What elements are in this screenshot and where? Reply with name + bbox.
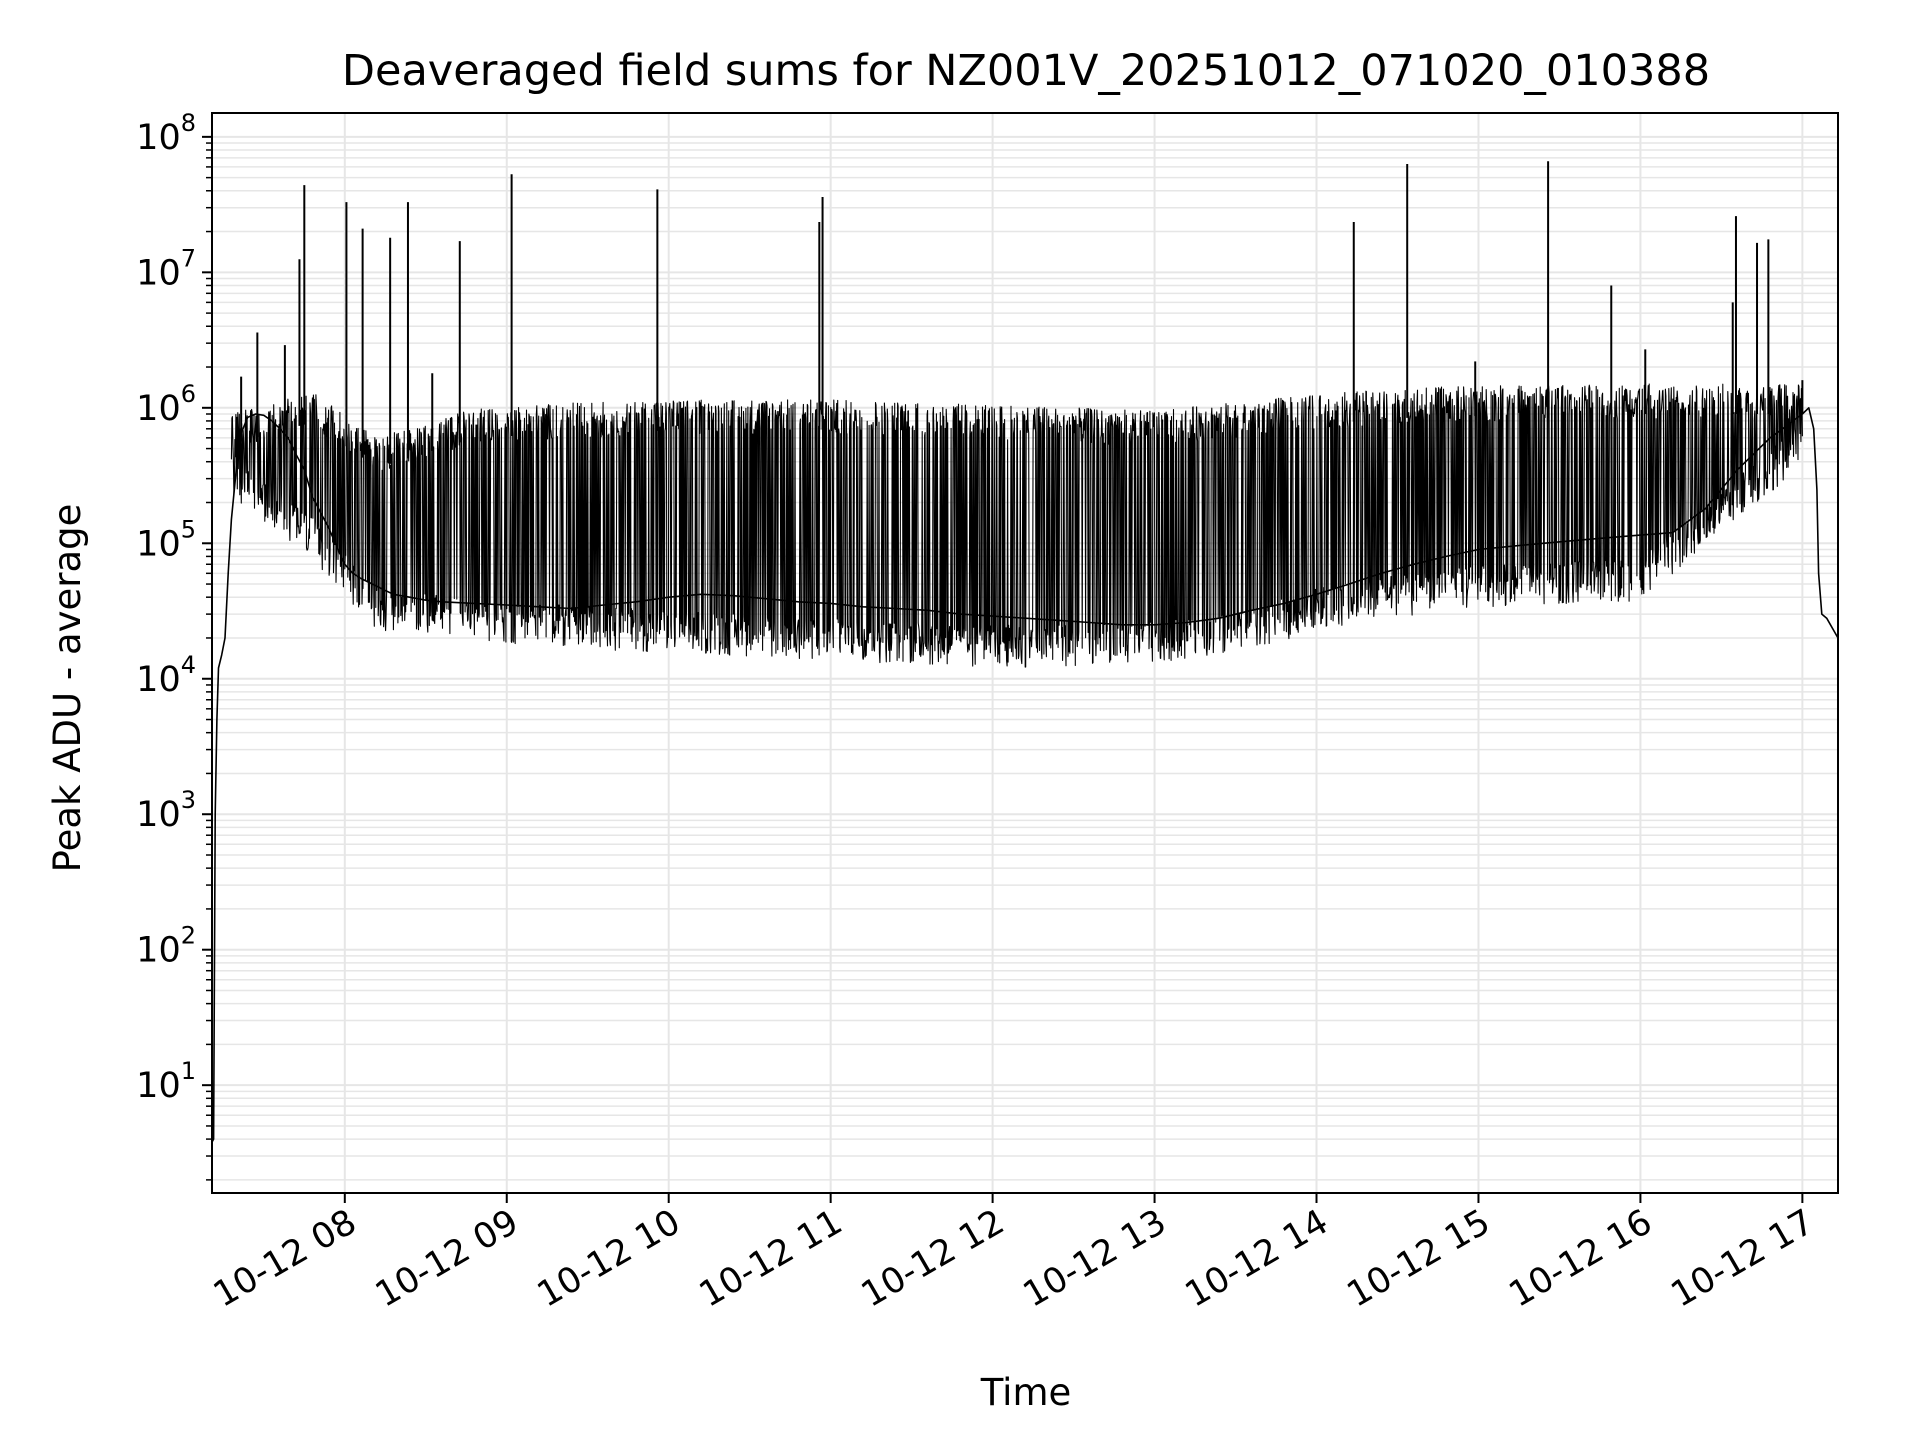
y-tick-label: 103 xyxy=(136,786,196,835)
y-tick-exponent: 8 xyxy=(181,109,196,137)
y-tick-base: 10 xyxy=(136,1066,181,1106)
y-tick-label: 108 xyxy=(136,109,196,158)
y-tick-exponent: 4 xyxy=(181,651,196,679)
y-tick-base: 10 xyxy=(136,389,181,429)
series-baseline xyxy=(211,407,1839,1143)
y-tick-label: 104 xyxy=(136,651,196,700)
y-tick-exponent: 3 xyxy=(181,786,196,814)
chart-title: Deaveraged field sums for NZ001V_2025101… xyxy=(342,46,1710,96)
x-axis-label: Time xyxy=(980,1371,1072,1414)
plot-frame xyxy=(211,112,1839,1194)
series-oscillation xyxy=(230,383,1803,668)
y-tick-base: 10 xyxy=(136,253,181,293)
y-tick-base: 10 xyxy=(136,931,181,971)
y-tick-label: 105 xyxy=(136,515,196,564)
y-tick-base: 10 xyxy=(136,524,181,564)
y-tick-label: 106 xyxy=(136,380,196,429)
y-axis-label: Peak ADU - average xyxy=(46,504,89,873)
y-tick-label: 101 xyxy=(136,1057,196,1106)
y-tick-exponent: 7 xyxy=(181,244,196,272)
y-tick-base: 10 xyxy=(136,795,181,835)
y-tick-exponent: 5 xyxy=(181,515,196,543)
y-tick-base: 10 xyxy=(136,660,181,700)
y-tick-base: 10 xyxy=(136,118,181,158)
y-tick-exponent: 6 xyxy=(181,380,196,408)
y-tick-label: 107 xyxy=(136,244,196,293)
y-tick-exponent: 2 xyxy=(181,922,196,950)
y-tick-exponent: 1 xyxy=(181,1057,196,1085)
y-tick-label: 102 xyxy=(136,922,196,971)
data-series xyxy=(211,161,1839,1143)
